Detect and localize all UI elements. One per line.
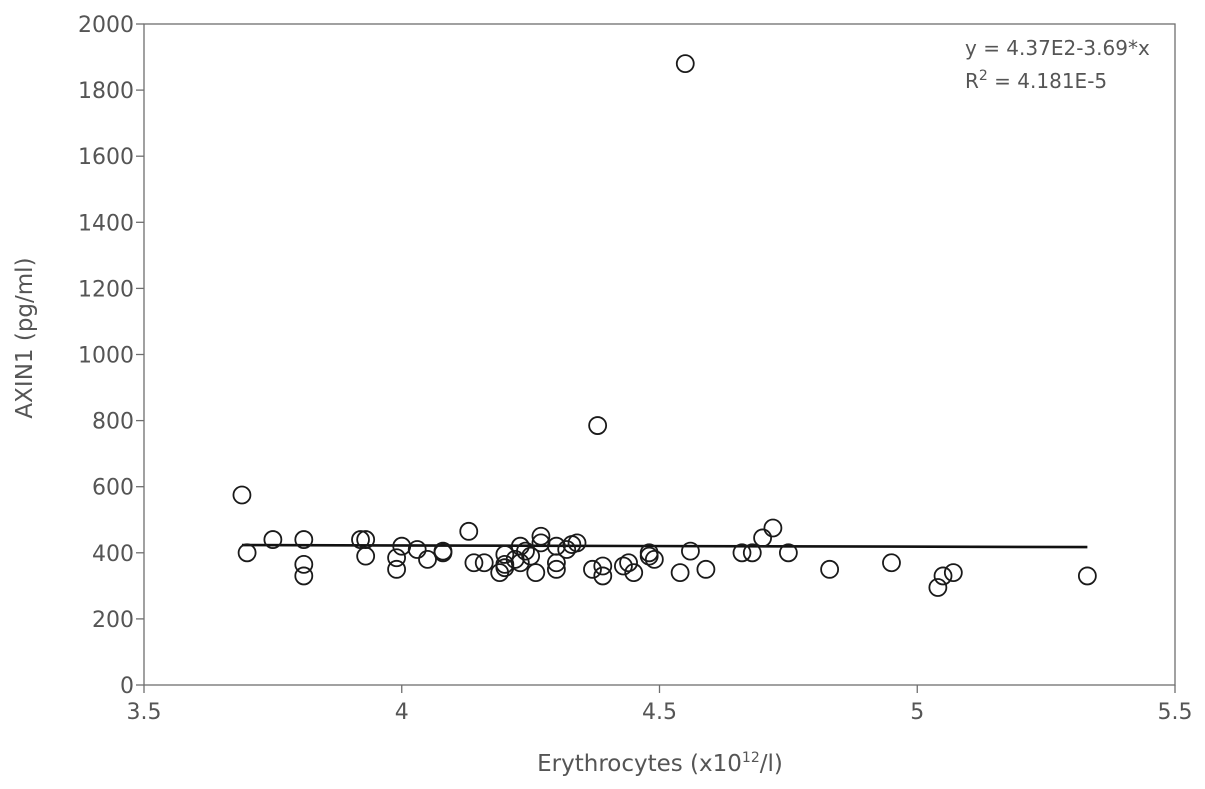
regression-equation: y = 4.37E2-3.69*x (965, 36, 1150, 60)
data-point (567, 533, 587, 553)
data-point (681, 541, 700, 561)
r-squared-superscript: 2 (979, 68, 988, 84)
y-tick-label: 1800 (78, 79, 134, 104)
data-point (510, 553, 530, 573)
data-point (232, 485, 252, 505)
y-tick-label: 1600 (78, 145, 134, 170)
x-axis-title-main: Erythrocytes (x10 (537, 751, 742, 777)
data-point (753, 528, 772, 548)
data-point (531, 526, 551, 546)
x-axis-title-unit: /l) (760, 751, 783, 777)
data-point (593, 556, 613, 576)
data-points (232, 54, 1097, 597)
y-tick-label: 800 (92, 410, 134, 435)
data-point (418, 550, 437, 569)
data-point (675, 54, 695, 74)
data-point (516, 541, 535, 561)
data-point (547, 559, 566, 579)
data-point (696, 559, 716, 579)
x-tick-label: 4.5 (642, 700, 677, 725)
x-axis-title: Erythrocytes (x1012/l) (537, 750, 783, 777)
y-tick-label: 200 (92, 608, 134, 633)
x-tick-label: 5.5 (1158, 700, 1193, 725)
y-axis-title: AXIN1 (pg/ml) (12, 257, 38, 418)
y-tick-label: 1000 (78, 344, 134, 369)
x-tick-label: 4 (395, 700, 409, 725)
y-tick-label: 600 (92, 476, 134, 501)
plot-frame (143, 23, 1176, 686)
data-point (732, 543, 752, 563)
data-point (583, 559, 602, 579)
y-tick-label: 0 (120, 674, 134, 699)
data-point (557, 540, 577, 559)
data-point (387, 559, 406, 579)
y-tick-label: 1400 (78, 211, 134, 236)
data-point (387, 548, 406, 568)
data-point (495, 545, 515, 564)
data-point (742, 543, 762, 563)
data-point (459, 521, 479, 541)
data-point (294, 566, 314, 586)
data-point (619, 553, 638, 573)
data-point (351, 530, 370, 549)
r-squared-annotation: R2 = 4.181E-5 (965, 68, 1107, 93)
y-tick-label: 400 (92, 542, 134, 567)
data-point (670, 563, 690, 583)
data-point (464, 553, 484, 573)
data-point (263, 530, 283, 549)
data-point (820, 559, 840, 579)
data-point (588, 416, 608, 435)
x-tick-label: 3.5 (127, 700, 162, 725)
data-point (624, 563, 644, 583)
data-point (928, 578, 948, 597)
data-point (882, 553, 901, 573)
data-point (644, 550, 664, 569)
trendline (241, 543, 1088, 549)
y-tick-label: 2000 (78, 13, 134, 38)
data-point (526, 563, 546, 583)
data-point (521, 546, 541, 566)
data-point (1077, 566, 1097, 586)
y-tick-label: 1200 (78, 277, 134, 302)
data-point (593, 566, 613, 586)
data-point (407, 540, 427, 559)
data-point (433, 543, 453, 563)
data-point (943, 563, 963, 583)
data-point (474, 553, 494, 573)
data-point (294, 530, 314, 549)
data-point (356, 546, 376, 566)
data-point (763, 518, 783, 538)
x-axis: 3.5 4 4.5 5 5.5 (127, 685, 1193, 725)
data-point (778, 543, 798, 563)
x-tick-label: 5 (910, 700, 924, 725)
r-squared-label: R (965, 69, 979, 93)
y-axis: 0 200 400 600 800 1000 1200 1400 1600 1800 2000 (78, 13, 144, 699)
data-point (237, 543, 257, 563)
data-point (547, 553, 566, 573)
data-point (294, 554, 314, 574)
data-point (933, 566, 953, 586)
r-squared-value: = 4.181E-5 (988, 69, 1107, 93)
data-point (614, 556, 633, 576)
x-axis-title-exponent: 12 (742, 750, 760, 766)
data-point (639, 546, 659, 566)
